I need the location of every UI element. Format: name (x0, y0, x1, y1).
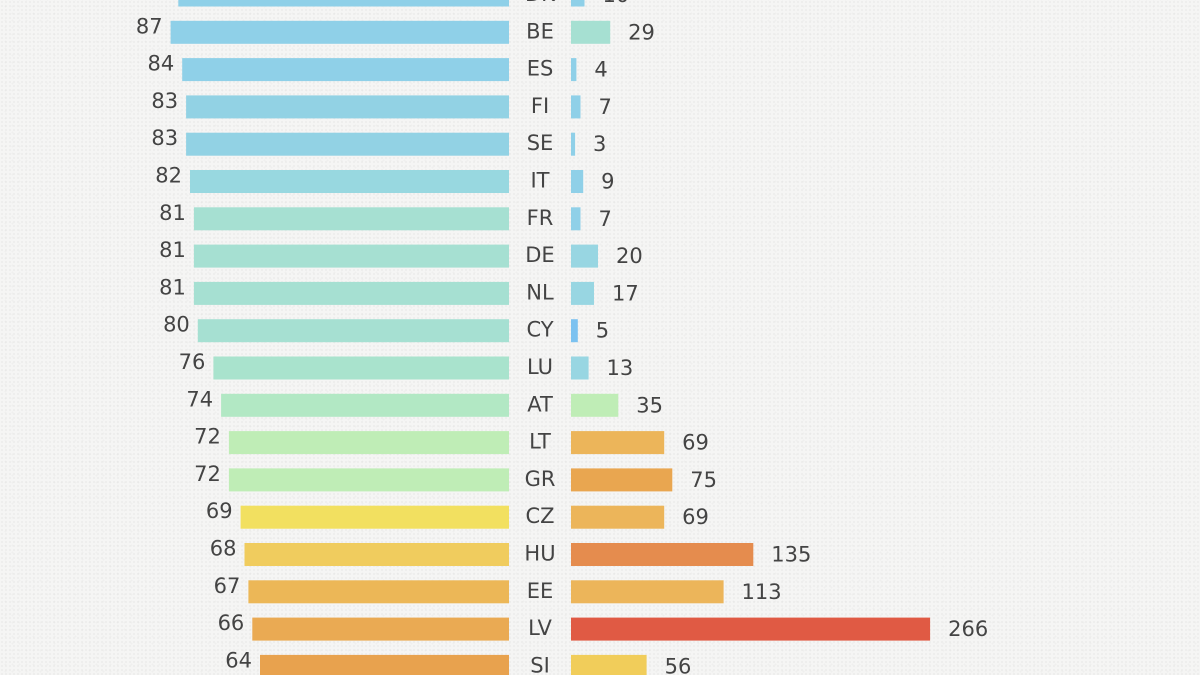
left-value-label-lv: 66 (218, 611, 245, 635)
right-bar-be (571, 20, 611, 44)
right-bar-es (571, 58, 577, 82)
left-value-label-de: 81 (159, 238, 186, 262)
right-value-label-lv: 266 (948, 617, 988, 641)
left-value-label-hu: 68 (210, 537, 237, 561)
category-label-it: IT (530, 169, 549, 193)
category-label-ee: EE (527, 579, 554, 603)
right-value-label-be: 29 (628, 20, 655, 44)
category-label-cy: CY (526, 318, 553, 342)
right-value-label-lu: 13 (607, 356, 634, 380)
left-value-label-gr: 72 (194, 462, 221, 486)
right-bar-nl (571, 281, 594, 305)
right-bar-de (571, 244, 598, 268)
category-label-fi: FI (531, 94, 549, 118)
right-bar-se (571, 132, 576, 156)
right-bar-cz (571, 505, 665, 529)
left-value-label-at: 74 (186, 387, 213, 411)
right-bar-lv (571, 617, 931, 641)
category-label-es: ES (527, 57, 554, 81)
right-bar-it (571, 170, 584, 193)
left-bar-nl (193, 281, 509, 305)
left-bar-hu (244, 543, 509, 566)
left-value-label-lt: 72 (194, 425, 221, 449)
left-bar-de (193, 244, 509, 268)
right-value-label-it: 9 (601, 170, 614, 194)
right-bar-at (571, 393, 619, 417)
right-value-label-fr: 7 (599, 207, 612, 231)
left-value-label-ee: 67 (214, 574, 241, 598)
category-label-cz: CZ (525, 504, 554, 528)
left-bar-cz (240, 505, 509, 529)
category-label-de: DE (525, 243, 554, 267)
left-value-label-nl: 81 (159, 275, 186, 299)
category-label-lv: LV (528, 616, 552, 640)
right-value-label-se: 3 (593, 132, 606, 156)
right-value-label-de: 20 (616, 244, 643, 268)
left-bar-be (170, 20, 509, 44)
right-value-label-at: 35 (636, 393, 663, 417)
left-bar-se (186, 132, 509, 156)
right-bar-si (571, 654, 647, 675)
category-label-nl: NL (526, 280, 554, 304)
right-value-label-lt: 69 (682, 431, 709, 455)
left-bar-si (260, 654, 509, 675)
right-bar-cy (571, 319, 578, 343)
right-value-label-es: 4 (594, 58, 607, 82)
right-bar-lu (571, 356, 589, 380)
left-bar-dk (178, 0, 510, 7)
category-label-si: SI (530, 653, 550, 675)
left-bar-it (190, 170, 509, 193)
left-bar-lt (228, 431, 509, 455)
right-bar-fr (571, 207, 581, 231)
left-value-label-se: 83 (151, 126, 178, 150)
right-value-label-fi: 7 (599, 95, 612, 119)
right-value-label-nl: 17 (612, 281, 639, 305)
left-value-label-cz: 69 (206, 499, 233, 523)
right-value-label-gr: 75 (690, 468, 717, 492)
right-bar-hu (571, 543, 754, 566)
left-bar-at (221, 393, 509, 417)
right-bar-gr (571, 468, 673, 492)
left-bar-fr (193, 207, 509, 231)
left-value-label-fr: 81 (159, 201, 186, 225)
right-value-label-dk: 10 (603, 0, 630, 7)
category-label-lu: LU (527, 355, 553, 379)
right-value-label-ee: 113 (742, 580, 782, 604)
category-label-be: BE (526, 19, 554, 43)
left-value-label-be: 87 (136, 14, 163, 38)
right-value-label-cz: 69 (682, 505, 709, 529)
right-value-label-hu: 135 (771, 543, 811, 567)
category-label-fr: FR (527, 206, 554, 230)
category-label-se: SE (527, 131, 554, 155)
left-value-label-es: 84 (147, 52, 174, 76)
left-bar-lu (213, 356, 509, 380)
left-bar-cy (197, 319, 510, 343)
right-value-label-si: 56 (665, 654, 692, 675)
category-label-lt: LT (529, 430, 551, 454)
right-bar-dk (571, 0, 585, 7)
left-value-label-it: 82 (155, 164, 182, 188)
right-bar-lt (571, 431, 665, 455)
left-value-label-cy: 80 (163, 313, 190, 337)
left-value-label-dk: 85 (144, 0, 171, 1)
category-label-gr: GR (525, 467, 556, 491)
left-bar-es (182, 58, 509, 82)
category-label-hu: HU (524, 542, 555, 566)
category-label-dk: DK (525, 0, 556, 6)
left-value-label-fi: 83 (151, 89, 178, 113)
left-value-label-si: 64 (225, 648, 252, 672)
left-value-label-lu: 76 (179, 350, 206, 374)
right-bar-fi (571, 95, 581, 119)
left-bar-lv (252, 617, 510, 641)
left-bar-ee (248, 580, 509, 604)
right-bar-ee (571, 580, 724, 604)
category-label-at: AT (527, 392, 553, 416)
left-bar-fi (186, 95, 509, 119)
left-bar-gr (228, 468, 509, 492)
right-value-label-cy: 5 (596, 319, 609, 343)
